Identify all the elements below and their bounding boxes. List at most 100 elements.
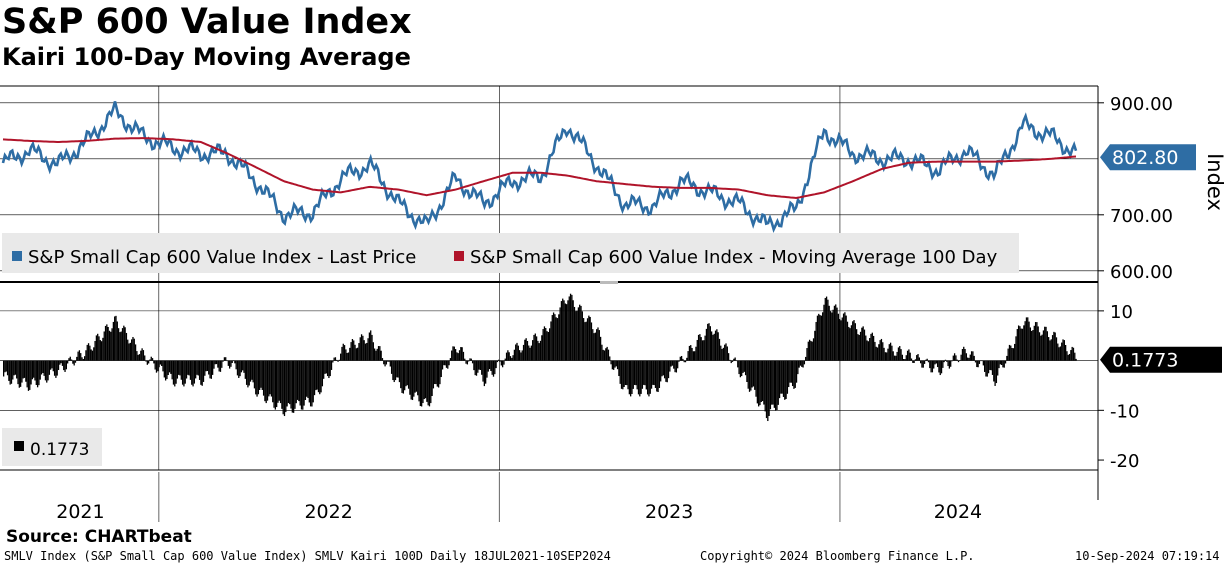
kairi-bar bbox=[631, 360, 633, 394]
kairi-bar bbox=[857, 334, 859, 361]
kairi-bar bbox=[131, 339, 133, 361]
kairi-bar bbox=[328, 360, 330, 379]
kairi-bar bbox=[666, 360, 668, 383]
kairi-bar bbox=[858, 335, 860, 361]
kairi-bar bbox=[103, 331, 105, 361]
kairi-bar bbox=[620, 360, 623, 389]
kairi-bar bbox=[569, 293, 572, 361]
top-legend-box bbox=[2, 233, 1019, 273]
kairi-bar bbox=[302, 360, 304, 410]
kairi-bar bbox=[1055, 337, 1058, 361]
kairi-bar bbox=[819, 315, 821, 361]
kairi-bar bbox=[218, 360, 220, 372]
kairi-bar bbox=[663, 360, 666, 379]
kairi-bar bbox=[418, 360, 420, 402]
kairi-bar bbox=[515, 344, 517, 361]
kairi-bar bbox=[410, 360, 412, 400]
kairi-bar bbox=[1059, 346, 1062, 361]
kairi-bar bbox=[440, 360, 442, 378]
kairi-bar bbox=[465, 360, 467, 364]
kairi-bar bbox=[771, 360, 773, 405]
price-lines bbox=[1, 101, 1078, 233]
kairi-bar bbox=[46, 360, 48, 383]
kairi-bar bbox=[252, 360, 254, 383]
kairi-bar bbox=[179, 360, 181, 376]
kairi-bar bbox=[905, 355, 907, 361]
kairi-bar bbox=[797, 360, 799, 375]
kairi-bar bbox=[206, 360, 209, 372]
kairi-bar bbox=[639, 360, 641, 397]
kairi-bar bbox=[486, 360, 488, 378]
kairi-bar bbox=[279, 360, 282, 404]
kairi-bar bbox=[900, 349, 902, 361]
kairi-bar bbox=[903, 359, 905, 361]
kairi-bar bbox=[222, 360, 224, 362]
kairi-bar bbox=[694, 351, 696, 361]
kairi-bar bbox=[60, 360, 62, 364]
kairi-bar bbox=[397, 360, 399, 378]
kairi-bar bbox=[671, 360, 674, 366]
kairi-bar bbox=[469, 358, 471, 361]
kairi-bar bbox=[385, 360, 388, 365]
kairi-bar bbox=[636, 360, 638, 390]
kairi-bar bbox=[568, 296, 570, 361]
kairi-bar bbox=[196, 360, 198, 375]
kairi-bar bbox=[445, 360, 448, 368]
kairi-bar bbox=[291, 360, 293, 413]
kairi-bar bbox=[384, 360, 386, 367]
kairi-bar bbox=[564, 303, 566, 361]
kairi-bar bbox=[285, 360, 287, 413]
kairi-bar bbox=[822, 312, 824, 361]
kairi-bar bbox=[85, 350, 87, 361]
kairi-bar bbox=[482, 360, 484, 382]
kairi-bar bbox=[994, 360, 996, 386]
kairi-bar bbox=[261, 360, 263, 390]
kairi-bar bbox=[183, 360, 185, 387]
kairi-bar bbox=[562, 298, 564, 361]
kairi-bar bbox=[195, 360, 197, 379]
kairi-bar bbox=[86, 344, 88, 361]
kairi-bar bbox=[841, 317, 843, 361]
kairi-bar bbox=[232, 360, 235, 362]
kairi-bar bbox=[136, 351, 138, 361]
kairi-bar bbox=[876, 347, 879, 361]
kairi-bar bbox=[758, 360, 760, 407]
kairi-bar bbox=[522, 344, 525, 361]
kairi-bar bbox=[1058, 347, 1060, 361]
kairi-bar bbox=[283, 360, 286, 417]
kairi-bar bbox=[405, 360, 407, 387]
kairi-bar bbox=[592, 329, 594, 361]
kairi-bar bbox=[475, 360, 478, 376]
kairi-bar bbox=[52, 360, 54, 372]
kairi-bar bbox=[499, 360, 501, 362]
kairi-bar bbox=[1061, 342, 1063, 361]
legend-label-price: S&P Small Cap 600 Value Index - Last Pri… bbox=[28, 247, 416, 268]
kairi-bar bbox=[102, 337, 104, 361]
kairi-bar bbox=[100, 341, 103, 361]
kairi-bar bbox=[824, 297, 826, 361]
kairi-bar bbox=[760, 360, 762, 403]
kairi-bar bbox=[707, 323, 709, 361]
kairi-bar bbox=[615, 360, 617, 367]
kairi-bar bbox=[337, 360, 339, 362]
kairi-bar bbox=[869, 338, 871, 361]
kairi-bar bbox=[321, 360, 324, 387]
kairi-bar bbox=[396, 360, 398, 378]
kairi-bar bbox=[1040, 335, 1042, 361]
kairi-bar bbox=[72, 360, 74, 364]
kairi-bar bbox=[23, 360, 26, 378]
moving-average-line bbox=[2, 137, 1077, 200]
kairi-bar bbox=[802, 360, 804, 368]
kairi-bar bbox=[257, 360, 260, 395]
kairi-bar bbox=[50, 360, 52, 370]
kairi-bar bbox=[549, 328, 551, 361]
kairi-bar bbox=[700, 337, 702, 361]
kairi-bar bbox=[780, 360, 782, 394]
kairi-bar bbox=[87, 343, 90, 361]
kairi-bar bbox=[957, 360, 960, 363]
kairi-bar bbox=[901, 354, 904, 361]
kairi-bar bbox=[471, 360, 474, 364]
kairi-bar bbox=[145, 360, 147, 362]
kairi-bar bbox=[142, 350, 145, 361]
kairi-bar bbox=[879, 340, 881, 361]
